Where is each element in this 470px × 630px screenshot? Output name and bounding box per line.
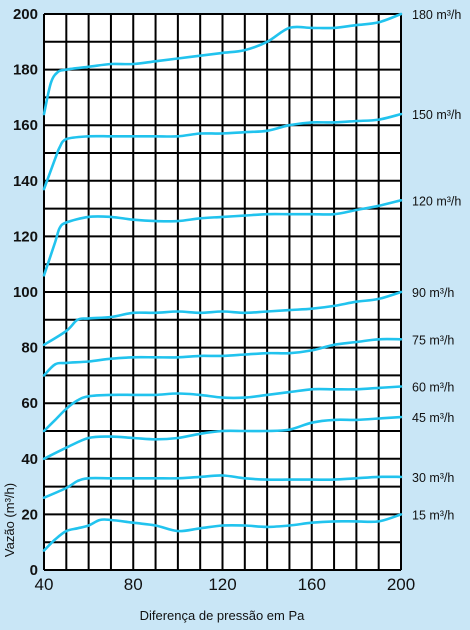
series-line-9 xyxy=(42,12,403,116)
series-label: 75 m³/h xyxy=(412,333,454,347)
grid xyxy=(43,13,402,571)
y-tick-label: 160 xyxy=(13,117,38,134)
series-label: 15 m³/h xyxy=(412,508,454,522)
y-tick-label: 80 xyxy=(21,340,38,357)
series-label: 150 m³/h xyxy=(412,108,461,122)
series-labels: 15 m³/h 30 m³/h 45 m³/h 60 m³/h 75 m³/h 90 m³… xyxy=(412,8,461,522)
series-line-3 xyxy=(42,415,403,461)
series-line-8 xyxy=(42,112,403,191)
series-line-2 xyxy=(42,474,403,499)
y-tick-label: 140 xyxy=(13,173,38,190)
x-tick-label: 160 xyxy=(298,575,326,594)
series-line-1 xyxy=(42,513,403,552)
y-tick-label: 180 xyxy=(13,62,38,79)
y-tick-label: 60 xyxy=(21,395,38,412)
y-axis-title: Vazão (m³/h) xyxy=(2,483,17,557)
y-tick-labels: 0 20 40 60 80 100 120 140 160 180 200 xyxy=(13,6,38,579)
y-tick-label: 20 xyxy=(21,506,38,523)
series-line-5 xyxy=(42,337,403,377)
series-line-6 xyxy=(42,290,403,347)
y-tick-label: 120 xyxy=(13,228,38,245)
y-tick-label: 100 xyxy=(13,284,38,301)
series-label: 90 m³/h xyxy=(412,286,454,300)
series-label: 120 m³/h xyxy=(412,194,461,208)
series-label: 45 m³/h xyxy=(412,411,454,425)
y-tick-label: 200 xyxy=(13,6,38,23)
x-tick-label: 120 xyxy=(208,575,236,594)
series-label: 180 m³/h xyxy=(412,8,461,22)
y-tick-label: 0 xyxy=(30,562,38,579)
y-tick-label: 40 xyxy=(21,451,38,468)
series-label: 30 m³/h xyxy=(412,471,454,485)
series-label: 60 m³/h xyxy=(412,381,454,395)
x-tick-labels: 40 80 120 160 200 xyxy=(35,575,416,594)
series-line-4 xyxy=(42,385,403,433)
x-tick-label: 200 xyxy=(387,575,415,594)
x-tick-label: 80 xyxy=(124,575,143,594)
x-tick-label: 40 xyxy=(35,575,54,594)
x-axis-title: Diferença de pressão em Pa xyxy=(140,608,306,623)
series-line-7 xyxy=(42,199,403,277)
series-lines xyxy=(42,12,403,552)
